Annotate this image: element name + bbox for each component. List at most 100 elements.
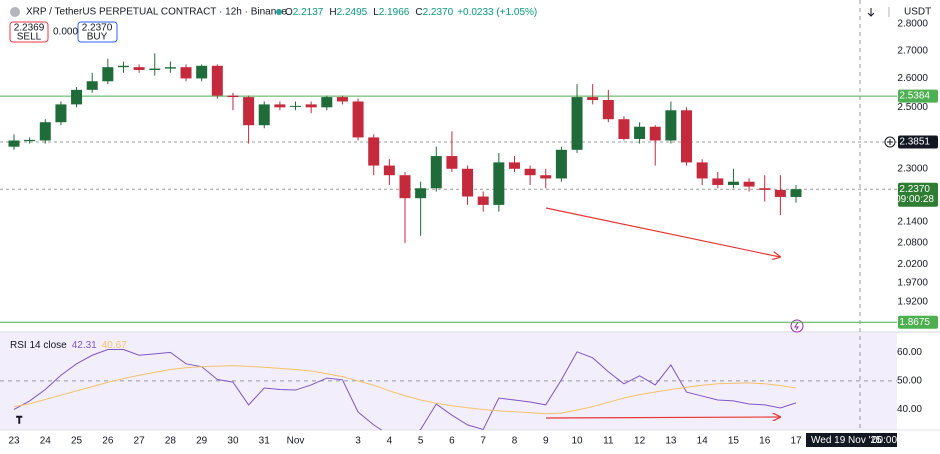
candle-body <box>368 137 380 166</box>
symbol-title: XRP / TetherUS PERPETUAL CONTRACT · 12h … <box>26 7 287 18</box>
x-tick-label: 4 <box>387 436 393 447</box>
trend-arrow <box>545 207 780 257</box>
x-tick-label: 8 <box>512 436 518 447</box>
event-icon[interactable] <box>790 319 804 333</box>
rsi-lines <box>13 349 797 430</box>
ohlc-value: 2.1966 <box>379 7 410 18</box>
x-tick-label: 6 <box>449 436 455 447</box>
y-tick-label: 50.00 <box>897 376 922 387</box>
price-label-box <box>898 135 938 149</box>
candle-body <box>274 104 286 108</box>
candle-body <box>399 175 411 199</box>
candle-body <box>602 99 614 120</box>
candle-body <box>305 104 317 108</box>
ohlc-key: H <box>329 7 336 18</box>
download-icon[interactable] <box>867 8 875 17</box>
candle-body <box>86 81 98 90</box>
x-tick-label: 26 <box>102 436 114 447</box>
x-tick-label: 30 <box>227 436 239 447</box>
y-tick-label: 2.0800 <box>897 237 928 248</box>
indicator-value: 42.31 <box>72 340 97 351</box>
candle-body <box>555 149 567 179</box>
candle-body <box>258 104 270 126</box>
price-label-box <box>898 182 938 207</box>
candle-body <box>790 189 802 197</box>
candle-body <box>102 67 114 82</box>
candle-body <box>727 181 739 185</box>
x-tick-label: 28 <box>165 436 177 447</box>
candle-body <box>415 188 427 199</box>
indicator-name: RSI 14 close <box>10 340 67 351</box>
x-tick-label: 15 <box>728 436 740 447</box>
candle-body <box>696 162 708 179</box>
candle-body <box>243 97 255 126</box>
x-tick-label: 11 <box>603 436 614 447</box>
candle-body <box>665 110 677 141</box>
candle-body <box>571 97 583 150</box>
plus-icon <box>887 138 893 145</box>
candle-body <box>774 189 786 197</box>
candle-body <box>71 89 83 105</box>
y-tick-label: 2.5000 <box>897 102 928 113</box>
sell-price: 2.2369 <box>14 23 45 34</box>
candle-body <box>446 156 458 169</box>
crosshair-time: 00:00 <box>872 435 897 446</box>
x-tick-label: 3 <box>355 436 361 447</box>
ohlc-key: C <box>415 7 422 18</box>
change: +0.0233 (+1.05%) <box>457 7 537 18</box>
candle-body <box>290 105 302 107</box>
buy-button[interactable] <box>77 21 118 43</box>
ohlc-value: 2.2370 <box>423 7 454 18</box>
candle-body <box>149 68 161 70</box>
y-tick-label: 2.0200 <box>897 259 928 270</box>
candle-body <box>618 119 630 139</box>
candle-body <box>524 168 536 176</box>
price-label: 2.5384 <box>899 91 930 102</box>
candle-body <box>24 139 36 142</box>
candle-body <box>117 65 129 68</box>
y-tick-label: 2.8000 <box>897 18 928 29</box>
buy-price: 2.2370 <box>82 23 113 34</box>
rsi-arrow <box>545 417 780 418</box>
candle-body <box>462 168 474 197</box>
ohlc-key: L <box>373 7 379 18</box>
candle-body <box>540 175 552 179</box>
sell-button[interactable] <box>9 21 49 43</box>
x-tick-label: 17 <box>790 436 802 447</box>
x-tick-label: 10 <box>571 436 583 447</box>
candle-body <box>587 97 599 100</box>
candle-body <box>634 126 646 139</box>
x-tick-label: 13 <box>665 436 677 447</box>
indicator-title: RSI 14 close 42.31 40.67 <box>10 340 127 351</box>
candle-body <box>649 126 661 141</box>
y-tick-label: 1.9700 <box>897 278 928 289</box>
candle-body <box>39 122 51 141</box>
countdown: 09:00:28 <box>895 194 934 205</box>
candles <box>0 53 897 323</box>
spread: 0.0001 <box>53 27 84 38</box>
y-tick-label: 2.3000 <box>897 163 928 174</box>
price-label-box <box>898 89 938 103</box>
candle-body <box>712 178 724 185</box>
y-tick-label: 1.9200 <box>897 296 928 307</box>
x-tick-label: 24 <box>40 436 52 447</box>
currency[interactable]: USDT <box>904 7 931 18</box>
candle-body <box>681 110 693 163</box>
series-line <box>13 365 797 415</box>
candle-body <box>383 165 395 176</box>
candle-body <box>196 65 208 79</box>
candle-body <box>211 65 223 96</box>
logo: 𝐓 <box>16 415 23 427</box>
crosshair-date: Wed 19 Nov '25 <box>811 435 882 446</box>
price-label: 1.8675 <box>899 317 930 328</box>
x-tick-label: Nov <box>287 436 305 447</box>
x-tick-label: 5 <box>418 436 424 447</box>
candle-body <box>164 67 176 69</box>
candle-body <box>493 162 505 205</box>
ohlc-value: 2.2137 <box>293 7 324 18</box>
price-label: 2.3851 <box>899 137 930 148</box>
candle-body <box>336 97 348 102</box>
x-tick-label: 7 <box>480 436 486 447</box>
price-label: 2.2370 <box>899 184 930 195</box>
